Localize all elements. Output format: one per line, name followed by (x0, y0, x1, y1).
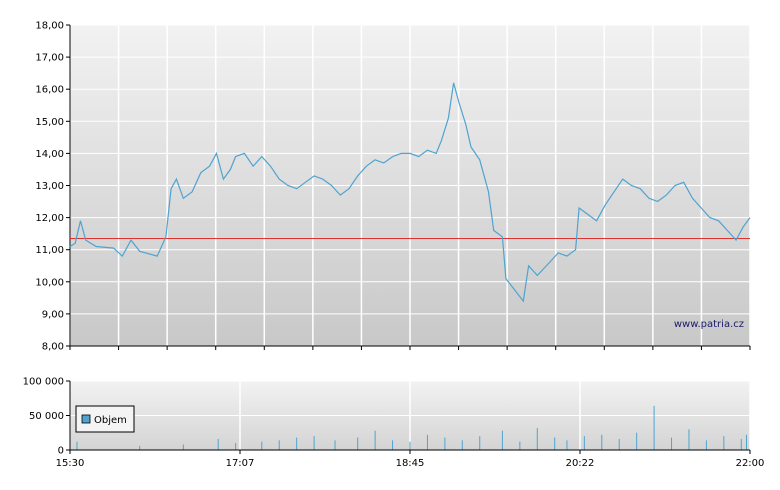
price-y-tick-label: 16,00 (35, 85, 64, 96)
price-x-ticks (69, 346, 751, 350)
price-y-tick-label: 14,00 (35, 149, 64, 160)
volume-y-ticks: 0 50 000 100 000 (23, 377, 70, 457)
price-y-tick-label: 11,00 (35, 245, 64, 256)
price-y-tick-label: 12,00 (35, 213, 64, 224)
volume-y-tick-label: 50 000 (29, 411, 64, 422)
price-y-tick-label: 10,00 (35, 277, 64, 288)
price-y-tick-label: 8,00 (42, 342, 64, 353)
price-grid (69, 24, 751, 347)
watermark: www.patria.cz (674, 319, 744, 330)
legend-label: Objem (94, 415, 127, 426)
volume-x-tick-label: 20:22 (566, 458, 595, 469)
volume-x-tick-label: 18:45 (396, 458, 425, 469)
volume-x-ticks: 15:30 17:07 18:45 20:22 22:00 (56, 450, 765, 469)
price-y-tick-label: 17,00 (35, 53, 64, 64)
volume-x-tick-label: 22:00 (736, 458, 765, 469)
price-y-tick-label: 18,00 (35, 21, 64, 32)
volume-x-tick-label: 15:30 (56, 458, 85, 469)
volume-legend: Objem (75, 405, 135, 433)
volume-bars (76, 405, 748, 450)
price-y-tick-label: 15,00 (35, 117, 64, 128)
price-series-line (69, 82, 751, 303)
price-panel: 8,00 9,00 10,00 11,00 12,00 13,00 14,00 15,00 16… (35, 21, 751, 353)
price-y-ticks: 8,00 9,00 10,00 11,00 12,00 13,00 14,00 15,00 16… (35, 21, 70, 353)
price-y-tick-label: 13,00 (35, 181, 64, 192)
volume-panel: 0 50 000 100 000 15:30 17:07 18:45 20:22 22:00… (23, 377, 765, 470)
volume-y-tick-label: 100 000 (23, 377, 64, 388)
price-y-tick-label: 9,00 (42, 309, 64, 320)
volume-x-tick-label: 17:07 (226, 458, 255, 469)
legend-swatch (81, 414, 91, 424)
volume-y-tick-label: 0 (58, 446, 64, 457)
